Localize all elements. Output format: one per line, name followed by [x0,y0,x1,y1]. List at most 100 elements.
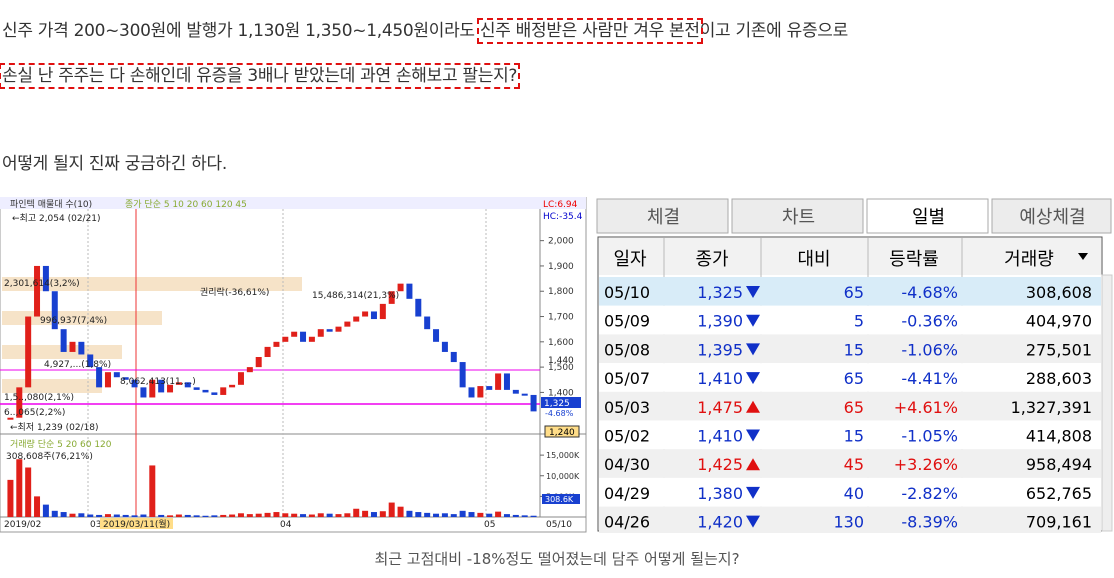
candle [424,316,431,330]
header: 대비 [797,249,830,270]
tab[interactable] [596,198,729,234]
paragraph: 어떻게 될지 진짜 궁금하긴 하다. [2,154,227,174]
volume-bar [459,510,466,517]
volume-bar [495,511,502,517]
candle [388,291,395,304]
tab[interactable] [731,198,864,234]
candle [512,389,519,394]
candle [477,386,484,398]
v-tick-label: 15,000K [546,451,580,460]
candle [69,341,76,352]
candle [175,382,182,385]
row-bg [599,334,1101,364]
volume-bar [229,514,236,517]
volume-bar [211,515,218,517]
candle [459,362,466,388]
volume-bar [486,513,493,517]
candle [530,394,537,412]
volume-bar [175,514,182,517]
candle [335,326,342,332]
candle [450,351,457,363]
cell: 1,327,391 [1011,398,1092,417]
v-tick-label: 10,000K [546,472,580,481]
tab[interactable] [866,198,989,234]
volume-bar [397,506,404,517]
candle [521,393,528,396]
candle [246,367,253,373]
volume-bar [477,512,484,517]
volume-bar [122,514,129,517]
arrow [746,286,760,298]
candle [193,387,200,390]
sort-icon[interactable] [1078,253,1088,260]
cell: 15 [844,340,864,359]
candle [149,379,156,398]
annotation: 권리락(-36,61%) [200,286,269,298]
stock-chart: 2,000 1,900 1,800 1,700 1,600 1,500 1,400 15,00… [0,197,587,533]
volume-bar [140,514,147,517]
cell: 1,395 [697,340,743,359]
volume-bar [78,513,85,517]
y-tick-label: 1,800 [548,287,574,297]
volume-bar [87,514,94,517]
volume-bar [184,514,191,517]
arrow [746,314,760,327]
volume-bar [424,512,431,517]
volume-label: 308,608주(76,21%) [6,451,93,462]
cell: 958,494 [1026,455,1092,474]
profile-band [2,311,162,325]
annotation: ←최고 2,054 (02/21) [12,213,101,224]
tab[interactable] [991,198,1112,234]
candle [255,357,262,368]
header: 종가 [695,249,728,270]
cell: -1.05% [901,427,958,446]
volume-bar [521,515,528,517]
volume-bar [158,514,165,517]
text: 이고 기존에 유증으로 [699,21,849,41]
cell: -0.36% [901,312,958,331]
volume-bar [300,514,307,517]
y-tick-label: 2,000 [548,237,574,247]
candle [167,384,174,393]
scrollbar[interactable] [1101,274,1113,532]
low-box [544,425,580,438]
annotation: 6..,065(2,2%) [4,408,65,418]
paragraph: 신주 가격 200~300원에 발행가 1,130원 1,350~1,450원이… [2,16,849,44]
candle [486,386,493,390]
annotation: 8,062,413(11,...) [120,377,196,387]
annotation: 15,486,314(21,3%) [312,291,399,301]
volume-bar [468,512,475,517]
arrow [746,515,760,528]
y-tick-label: 1,400 [548,388,574,398]
candle [503,373,510,390]
v-last-box [542,494,580,504]
cell: +4.61% [894,398,958,417]
cell: 05/02 [604,427,650,446]
highlight: 손실 난 주주는 다 손해인데 유증을 3배나 받았는데 과연 손해보고 팔는지… [0,63,521,89]
candle [300,331,307,342]
candle [113,372,120,378]
last-price: 1,325 [544,399,570,409]
text: 신주 가격 200~300원에 발행가 1,130원 1,350~1,450원이… [2,21,480,41]
candle [104,372,111,388]
cell: -2.82% [901,484,958,503]
candle [220,387,227,395]
x-label: 2019/03/11(월) [103,518,170,530]
candle [441,341,448,352]
candle [326,329,333,332]
candle [140,387,147,398]
row-bg [599,305,1101,335]
paragraph: 손실 난 주주는 다 손해인데 유증을 3배나 받았는데 과연 손해보고 팔는지… [0,61,521,89]
volume-bar [149,465,156,517]
arrow [746,343,760,356]
highlight: 신주 배정받은 사람만 겨우 본전 [476,18,703,44]
header: 거래량 [1004,249,1054,270]
caption: 최근 고점대비 -18%정도 떨어졌는데 담주 어떻게 될는지? [374,550,740,568]
volume-bar [7,479,14,517]
candle [353,316,360,322]
cell: 05/03 [604,398,650,417]
profile-band [2,277,302,291]
candle [229,384,236,388]
row-bg [599,277,1101,306]
